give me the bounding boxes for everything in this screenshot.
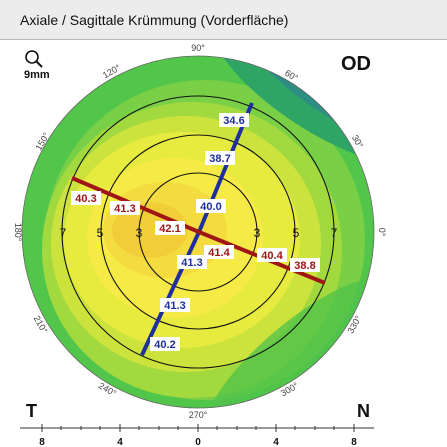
degree-270: 270°: [189, 410, 208, 420]
ruler-tick-left-4: 4: [117, 437, 123, 447]
ring-label-left-5: 5: [97, 226, 104, 240]
temporal-label: T: [26, 401, 37, 421]
flat-value-4: 41.4: [208, 247, 230, 259]
steep-value-5: 41.3: [164, 300, 185, 312]
curvature-color-map: [22, 56, 374, 408]
steep-value-4: 41.3: [181, 257, 202, 269]
ring-label-right-7: 7: [331, 226, 338, 240]
flat-value-6: 38.8: [294, 260, 315, 272]
ruler-tick-0: 0: [195, 437, 201, 447]
flat-value-2: 41.3: [114, 203, 135, 215]
degree-90: 90°: [191, 43, 205, 53]
flat-value-5: 40.4: [261, 250, 283, 262]
degree-180: 180°: [13, 223, 23, 242]
steep-value-1: 34.6: [223, 115, 244, 127]
zoom-label: 9mm: [24, 69, 50, 81]
ring-number-labels: 7 5 3 3 5 7: [60, 226, 338, 240]
ruler-tick-right-4: 4: [273, 437, 279, 447]
steep-value-3: 40.0: [200, 201, 221, 213]
ring-label-right-5: 5: [293, 226, 300, 240]
degree-0: 0°: [377, 228, 387, 237]
flat-meridian-values: 40.3 41.3 42.1 41.4 40.4 38.8: [71, 191, 320, 272]
window-title: Axiale / Sagittale Krümmung (Vorderfläch…: [20, 12, 289, 28]
distance-rings: [21, 55, 375, 409]
ring-label-left-7: 7: [60, 226, 67, 240]
magnifier-icon[interactable]: [25, 50, 43, 68]
nasal-label: N: [357, 401, 370, 421]
flat-value-3: 42.1: [159, 223, 180, 235]
steep-meridian-values: 34.6 38.7 40.0 41.3 41.3 40.2: [150, 113, 249, 351]
title-bar: Axiale / Sagittale Krümmung (Vorderfläch…: [0, 0, 447, 40]
ring-label-right-3: 3: [254, 226, 261, 240]
steep-value-6: 40.2: [154, 339, 175, 351]
mm-ruler: 8 4 0 4 8: [20, 424, 374, 447]
steep-meridian-lower: [140, 231, 201, 356]
ruler-tick-right-8: 8: [351, 437, 357, 447]
flat-value-1: 40.3: [75, 193, 96, 205]
ring-label-left-3: 3: [136, 226, 143, 240]
ruler-tick-left-8: 8: [39, 437, 45, 447]
eye-indicator: OD: [341, 53, 371, 75]
steep-value-2: 38.7: [209, 153, 230, 165]
